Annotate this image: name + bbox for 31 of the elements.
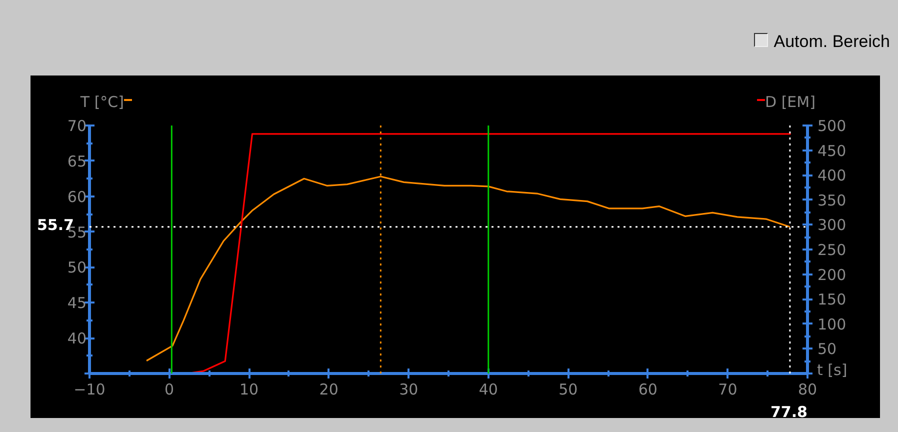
y-tick-label: 50	[67, 258, 87, 277]
y2-tick-label: 250	[818, 241, 846, 259]
x-axis-title: t [s]	[817, 361, 848, 379]
y2-tick-label: 500	[818, 117, 846, 135]
y2-axis-title: D [EM]	[764, 93, 816, 111]
x-tick-label: 20	[319, 380, 338, 398]
y-tick-label: 45	[67, 294, 87, 312]
y2-tick-label: 150	[818, 290, 846, 309]
y2-tick-label: 300	[818, 216, 846, 234]
y2-tick-label: 350	[818, 191, 846, 210]
y-tick-label: 60	[67, 188, 87, 206]
y2-tick-label: 200	[818, 266, 846, 284]
y-axis-title: T [°C]	[79, 93, 125, 111]
x-tick-label: 50	[558, 380, 578, 398]
x-tick-label: −10	[74, 380, 106, 398]
x-tick-label: 60	[638, 380, 658, 398]
x-tick-label: 30	[399, 380, 418, 398]
ref-line-label: 77.8	[769, 403, 808, 421]
y2-tick-label: 400	[818, 166, 846, 185]
x-tick-label: 70	[718, 380, 738, 398]
y2-tick-label: 100	[818, 315, 846, 334]
x-tick-label: 80	[798, 380, 818, 398]
text: Autom. Bereich	[772, 31, 890, 53]
y-tick-label: 65	[67, 152, 87, 170]
x-tick-label: 10	[240, 380, 259, 398]
y-tick-label: 40	[67, 330, 87, 348]
y-tick-label: 70	[67, 117, 87, 135]
y2-tick-label: 450	[818, 142, 846, 160]
y2-tick-label: 50	[818, 340, 837, 358]
x-tick-label: 40	[478, 380, 498, 398]
x-tick-label: 0	[164, 380, 174, 398]
